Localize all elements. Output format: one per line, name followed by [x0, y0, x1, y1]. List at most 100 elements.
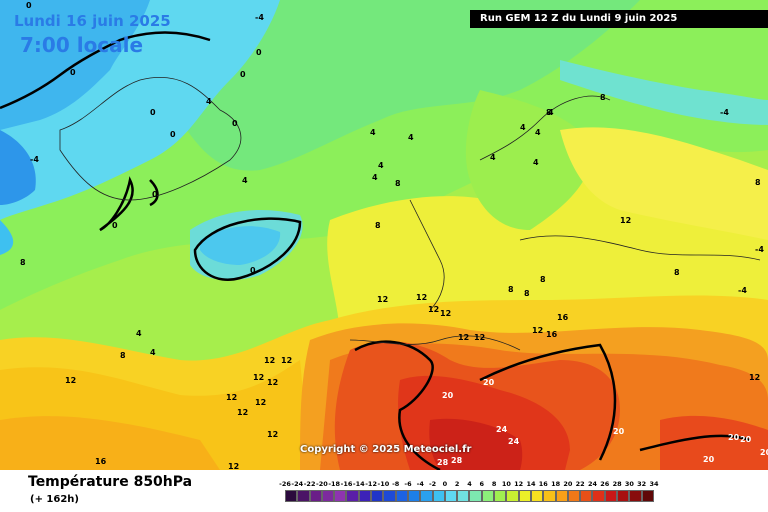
isotherm-label: 8 — [20, 258, 26, 267]
isotherm-label: 0 — [70, 68, 76, 77]
isotherm-label: 16 — [557, 313, 569, 322]
isotherm-label: 8 — [674, 268, 680, 277]
isotherm-label: 20 — [442, 391, 454, 400]
isotherm-label: 12 — [264, 356, 275, 365]
isotherm-label: 12 — [255, 398, 266, 407]
scale-color-cell — [358, 490, 372, 502]
scale-tick-label: 12 — [514, 480, 524, 488]
isotherm-label: 20 — [760, 448, 768, 457]
isotherm-label: 12 — [226, 393, 237, 402]
isotherm-label: 20 — [740, 435, 752, 444]
scale-tick-label: 2 — [454, 480, 460, 488]
isotherm-label: 0 — [112, 221, 118, 230]
model-run-banner: Run GEM 12 Z du Lundi 9 juin 2025 — [470, 10, 768, 28]
isotherm-label: 8 — [120, 351, 126, 360]
temperature-map: -4 -4 -4 -4 -4 0 0 0 0 0 0 0 0 0 0 4 4 4 4 4 4 4 4 4 4 4 4 4 8 8 8 8 8 8 8… — [0, 0, 768, 470]
isotherm-label: 20 — [728, 433, 740, 442]
scale-color-cell — [432, 490, 445, 502]
isotherm-label: 0 — [250, 266, 256, 275]
scale-tick-label: 10 — [501, 480, 511, 488]
isotherm-label: 16 — [546, 330, 558, 339]
isotherm-label: 4 — [206, 97, 212, 106]
forecast-time: 7:00 locale — [20, 33, 144, 57]
scale-tick-label: -26 — [279, 480, 291, 488]
scale-color-cell — [420, 490, 433, 502]
isotherm-label: 0 — [150, 108, 156, 117]
isotherm-label: 28 — [437, 458, 449, 467]
scale-color-cell — [469, 490, 482, 502]
isotherm-label: 0 — [256, 48, 262, 57]
scale-color-cell — [407, 490, 421, 502]
scale-tick-label: 22 — [575, 480, 585, 488]
isotherm-label: 0 — [170, 130, 176, 139]
scale-color-cell — [518, 490, 531, 502]
isotherm-label: 4 — [370, 128, 376, 137]
scale-tick-label: -10 — [377, 480, 390, 488]
isotherm-label: 12 — [267, 378, 278, 387]
scale-tick-label: 32 — [637, 480, 647, 488]
scale-color-cell — [395, 490, 408, 502]
isotherm-label: 20 — [703, 455, 715, 464]
scale-color-cell — [617, 490, 630, 502]
isotherm-label: 8 — [375, 221, 381, 230]
isotherm-label: 0 — [152, 190, 158, 199]
isotherm-label: 4 — [490, 153, 496, 162]
isotherm-label: 8 — [395, 179, 401, 188]
scale-tick-label: 26 — [600, 480, 610, 488]
scale-color-cell — [285, 490, 298, 502]
scale-color-cell — [604, 490, 618, 502]
isotherm-label: -4 — [738, 286, 747, 295]
scale-color-cell — [580, 490, 593, 502]
isotherm-label: 12 — [281, 356, 292, 365]
scale-tick-label: -24 — [291, 480, 304, 488]
isotherm-label: 4 — [378, 161, 384, 170]
isotherm-label: 4 — [548, 108, 554, 117]
scale-color-cell — [592, 490, 605, 502]
isotherm-label: 12 — [458, 333, 469, 342]
isotherm-label: 4 — [150, 348, 156, 357]
isotherm-label: 8 — [755, 178, 761, 187]
isotherm-label: 24 — [496, 425, 508, 434]
isotherm-label: 8 — [600, 93, 606, 102]
scale-tick-label: -20 — [316, 480, 328, 488]
scale-color-cell — [321, 490, 335, 502]
isotherm-label: 12 — [532, 326, 543, 335]
scale-tick-label: 16 — [538, 480, 548, 488]
isotherm-label: 4 — [136, 329, 142, 338]
scale-color-cell — [543, 490, 556, 502]
scale-tick-label: -12 — [365, 480, 377, 488]
scale-color-cell — [297, 490, 310, 502]
isotherm-label: 20 — [613, 427, 625, 436]
isotherm-label: 12 — [474, 333, 485, 342]
isotherm-label: 0 — [240, 70, 246, 79]
isotherm-label: 4 — [372, 173, 378, 182]
isotherm-label: 12 — [620, 216, 631, 225]
isotherm-label: 8 — [546, 108, 552, 117]
scale-color-cell — [530, 490, 544, 502]
scale-tick-label: -18 — [328, 480, 341, 488]
scale-color-bar — [285, 490, 654, 502]
isotherm-label: 12 — [228, 462, 239, 470]
scale-color-cell — [629, 490, 642, 502]
scale-tick-label: 34 — [649, 480, 659, 488]
scale-tick-label: -8 — [392, 480, 400, 488]
scale-tick-label: 28 — [612, 480, 622, 488]
isotherm-label: 8 — [540, 275, 546, 284]
scale-color-cell — [309, 490, 322, 502]
scale-color-cell — [457, 490, 470, 502]
parameter-title: Température 850hPa — [28, 474, 193, 490]
scale-color-cell — [346, 490, 359, 502]
scale-tick-label: 20 — [563, 480, 573, 488]
isotherm-label: 28 — [451, 456, 463, 465]
scale-color-cell — [371, 490, 384, 502]
isotherm-label: -4 — [30, 155, 39, 164]
isotherm-label: 12 — [253, 373, 264, 382]
scale-tick-label: -14 — [352, 480, 365, 488]
scale-tick-label: 8 — [491, 480, 497, 488]
scale-tick-label: 6 — [479, 480, 485, 488]
isotherm-label: 4 — [535, 128, 541, 137]
isotherm-label: 4 — [242, 176, 248, 185]
isotherm-label: 8 — [508, 285, 514, 294]
